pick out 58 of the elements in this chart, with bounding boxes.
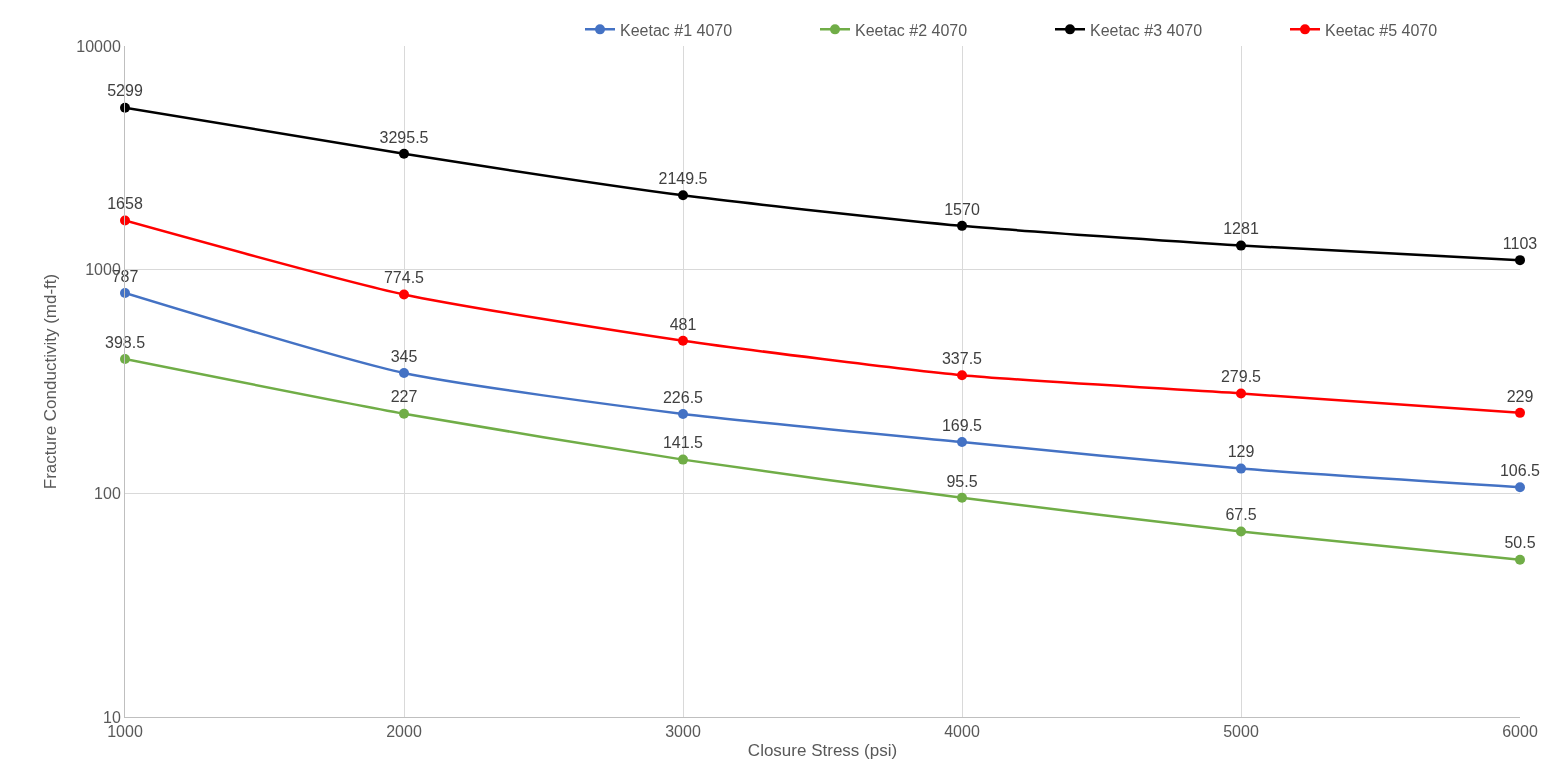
y-tick-label: 10000: [76, 37, 121, 55]
data-label: 106.5: [1499, 461, 1541, 479]
data-label: 67.5: [1225, 506, 1257, 524]
point: [120, 354, 130, 365]
point: [957, 492, 967, 503]
point: [1515, 554, 1525, 565]
point: [957, 370, 967, 381]
y-tick-label: 10: [103, 708, 121, 726]
data-label: 226.5: [662, 388, 704, 406]
data-label: 95.5: [946, 472, 978, 490]
point: [1236, 388, 1246, 399]
x-tick-label: 5000: [1223, 723, 1259, 741]
x-tick-label: 1000: [107, 723, 143, 741]
data-label: 345: [390, 347, 418, 365]
point: [1515, 407, 1525, 418]
point: [678, 408, 688, 419]
point: [399, 408, 409, 419]
legend-label: Keetac #5 4070: [1325, 21, 1438, 39]
point: [1236, 526, 1246, 537]
data-label: 169.5: [941, 416, 983, 434]
data-label: 229: [1506, 387, 1534, 405]
x-tick-label: 6000: [1502, 723, 1538, 741]
data-label: 50.5: [1504, 534, 1536, 552]
point: [399, 368, 409, 379]
point: [678, 454, 688, 465]
data-label: 1281: [1223, 220, 1259, 238]
point: [399, 148, 409, 159]
data-label: 337.5: [941, 349, 983, 367]
data-label: 774.5: [383, 269, 425, 287]
data-label: 1103: [1502, 234, 1538, 252]
data-label: 279.5: [1220, 368, 1262, 386]
point: [957, 437, 967, 448]
legend-label: Keetac #1 4070: [620, 21, 733, 39]
point: [1515, 482, 1525, 493]
point: [678, 335, 688, 346]
x-tick-label: 2000: [386, 723, 422, 741]
data-label: 1658: [107, 195, 143, 213]
point: [399, 289, 409, 300]
data-label: 227: [390, 388, 418, 406]
y-tick-label: 100: [94, 484, 121, 502]
point: [957, 220, 967, 231]
legend-label: Keetac #3 4070: [1090, 21, 1203, 39]
x-axis-title: Closure Stress (psi): [747, 740, 898, 760]
y-axis-title: Fracture Conductivity (md-ft): [40, 273, 60, 490]
point: [678, 190, 688, 201]
data-label: 129: [1227, 443, 1255, 461]
point: [1236, 463, 1246, 474]
data-label: 3295.5: [379, 128, 429, 146]
data-label: 5299: [107, 82, 143, 100]
x-tick-label: 4000: [944, 723, 980, 741]
point: [1236, 240, 1246, 251]
data-label: 1570: [944, 200, 980, 218]
data-label: 2149.5: [658, 170, 708, 188]
legend-label: Keetac #2 4070: [855, 21, 968, 39]
point: [1515, 255, 1525, 266]
data-label: 141.5: [662, 434, 704, 452]
data-label: 481: [669, 315, 697, 333]
x-tick-label: 3000: [665, 723, 701, 741]
